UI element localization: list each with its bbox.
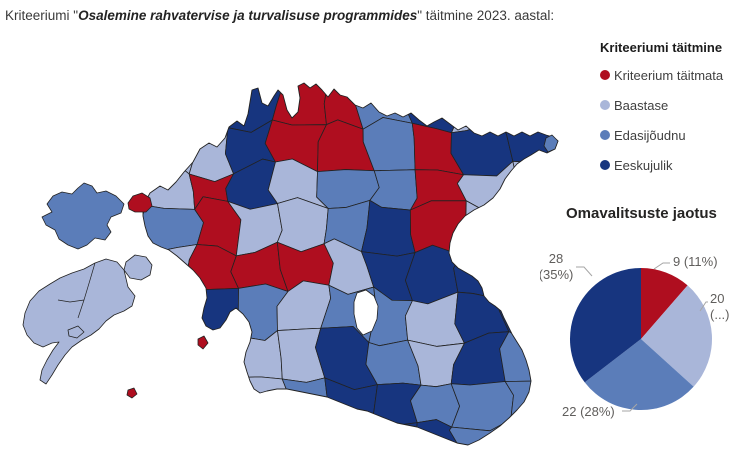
map-region[interactable] [183,77,229,137]
pie-slice-eeskujulik[interactable] [569,268,641,383]
legend-item-edasij-udnu[interactable]: Edasijõudnu [600,120,740,150]
pie-chart-svg: 9 (11%) 20 (...) 22 (28%) 28 (35%) [539,251,730,419]
map-region[interactable] [141,370,201,416]
map-region-saaremaa[interactable] [22,258,136,385]
map-region-ruhnu[interactable] [126,387,138,399]
map-region[interactable] [451,83,514,134]
map-region[interactable] [194,372,235,426]
pie-data-label: 9 (11%) [673,254,718,269]
pie-slice-kriteerium-t-itmata[interactable] [641,268,688,339]
page-title-suffix: " täitmine 2023. aastal: [417,8,555,23]
map-region[interactable] [323,78,364,130]
map-region[interactable] [138,289,189,340]
pie-data-label: 22 (28%) [562,404,615,419]
map-region[interactable] [271,76,329,126]
legend-items: Kriteerium täitmata Baastase Edasijõudnu Ee… [600,60,740,180]
legend-item-baastase[interactable]: Baastase [600,90,740,120]
pie-slice-edasij-udnu[interactable] [584,339,694,411]
pie-label-leader-line [699,301,708,312]
map-region-muhu[interactable] [123,254,153,281]
map-region-kassari[interactable] [67,325,85,339]
map-region[interactable] [224,376,289,426]
legend-title: Kriteeriumi täitmine [600,40,723,55]
map-region[interactable] [450,117,514,177]
mainland-outline [142,82,559,446]
pie-chart-title: Omavalitsuste jaotus [566,205,717,222]
legend-swatch-icon [600,130,610,140]
legend-swatch-icon [600,100,610,110]
map-region-narva[interactable] [543,134,559,153]
map-region[interactable] [361,422,418,449]
island-internal-border [77,262,96,319]
map-region[interactable] [185,335,243,380]
map-legend: Kriteeriumi täitmine Kriteerium täitmata… [600,40,740,180]
legend-item-eeskujulik[interactable]: Eeskujulik [600,150,740,180]
page-title-prefix: Kriteeriumi " [5,8,79,23]
map-region[interactable] [268,410,331,445]
page-title-criterion: Osalemine rahvatervise ja turvalisuse pr… [78,8,418,23]
island-internal-border [57,299,85,303]
map-region[interactable] [137,332,198,374]
map-region[interactable] [450,381,514,432]
map-region-vormsi[interactable] [127,192,153,213]
map-region[interactable] [362,117,416,172]
map-region[interactable] [229,410,283,450]
map-region[interactable] [140,77,190,135]
legend-item-label: Edasijõudnu [614,127,686,143]
map-region[interactable] [276,197,329,253]
legend-swatch-icon [600,70,610,80]
map-region-kihnu[interactable] [197,335,209,350]
map-region[interactable] [194,409,243,452]
pie-data-label: 20 (...) [710,291,730,322]
map-region[interactable] [499,83,564,129]
map-region[interactable] [324,419,371,451]
page-title: Kriteeriumi "Osalemine rahvatervise ja t… [5,8,554,23]
pie-label-leader-line [653,262,670,270]
map-region[interactable] [183,287,243,338]
legend-item-label: Kriteerium täitmata [614,67,724,83]
pie-label-leader-line [576,266,593,277]
pie-chart: 9 (11%) 20 (...) 22 (28%) 28 (35%) [539,195,741,440]
lake-võrtsjärv [353,289,379,336]
map-region[interactable] [135,409,199,457]
legend-swatch-icon [600,160,610,170]
legend-item-kriteerium-t-itmata[interactable]: Kriteerium täitmata [600,60,740,90]
legend-item-label: Baastase [614,97,669,113]
map-region[interactable] [460,200,511,259]
map-region-hiiumaa[interactable] [41,182,125,250]
pie-label-leader-line [622,403,638,412]
map-region[interactable] [281,377,328,424]
legend-item-label: Eeskujulik [614,157,673,173]
pie-data-label: 28 (35%) [540,251,573,282]
pie-slice-baastase[interactable] [641,285,712,387]
